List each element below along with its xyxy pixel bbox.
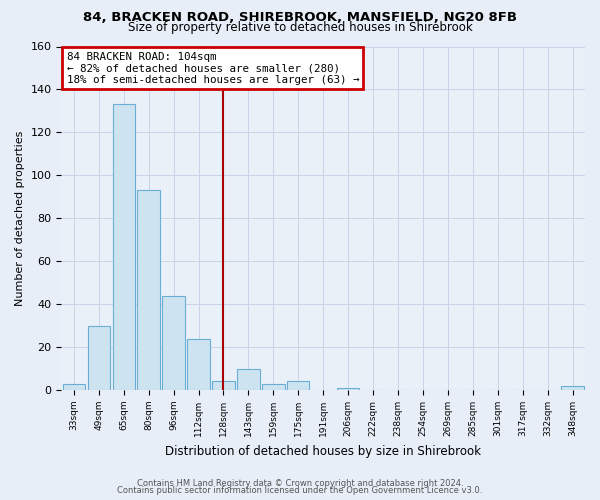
- Bar: [562, 386, 584, 390]
- Bar: [163, 296, 185, 390]
- Bar: [137, 190, 160, 390]
- Bar: [88, 326, 110, 390]
- Text: Contains public sector information licensed under the Open Government Licence v3: Contains public sector information licen…: [118, 486, 482, 495]
- X-axis label: Distribution of detached houses by size in Shirebrook: Distribution of detached houses by size …: [165, 444, 481, 458]
- Bar: [113, 104, 135, 390]
- Bar: [337, 388, 359, 390]
- Text: 84 BRACKEN ROAD: 104sqm
← 82% of detached houses are smaller (280)
18% of semi-d: 84 BRACKEN ROAD: 104sqm ← 82% of detache…: [67, 52, 359, 85]
- Text: 84, BRACKEN ROAD, SHIREBROOK, MANSFIELD, NG20 8FB: 84, BRACKEN ROAD, SHIREBROOK, MANSFIELD,…: [83, 11, 517, 24]
- Text: Size of property relative to detached houses in Shirebrook: Size of property relative to detached ho…: [128, 22, 472, 35]
- Bar: [187, 338, 210, 390]
- Bar: [237, 368, 260, 390]
- Bar: [287, 382, 310, 390]
- Text: Contains HM Land Registry data © Crown copyright and database right 2024.: Contains HM Land Registry data © Crown c…: [137, 478, 463, 488]
- Bar: [262, 384, 284, 390]
- Bar: [212, 382, 235, 390]
- Bar: [62, 384, 85, 390]
- Y-axis label: Number of detached properties: Number of detached properties: [15, 130, 25, 306]
